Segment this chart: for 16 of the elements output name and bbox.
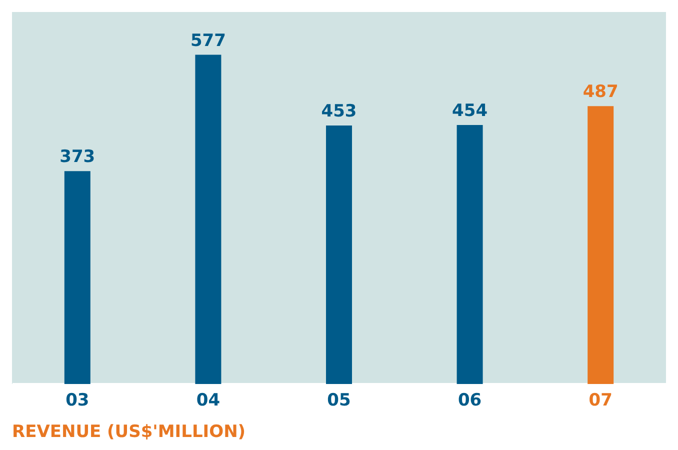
data-label: 454 [452, 100, 488, 121]
data-label: 487 [582, 82, 618, 102]
x-tick-label: 05 [327, 390, 351, 410]
bar [326, 126, 352, 384]
data-label: 373 [60, 147, 96, 168]
x-tick-label: 03 [66, 390, 90, 410]
bar [64, 171, 90, 384]
bar [456, 124, 483, 384]
x-tick-label: 07 [588, 390, 612, 410]
x-tick-label: 04 [196, 390, 220, 410]
data-label: 453 [321, 102, 357, 122]
text: REVENUE (US$'MILLION) [12, 422, 246, 442]
bar [588, 106, 614, 384]
x-tick-label: 06 [458, 390, 482, 410]
data-label: 577 [190, 30, 226, 51]
bar [195, 54, 222, 384]
